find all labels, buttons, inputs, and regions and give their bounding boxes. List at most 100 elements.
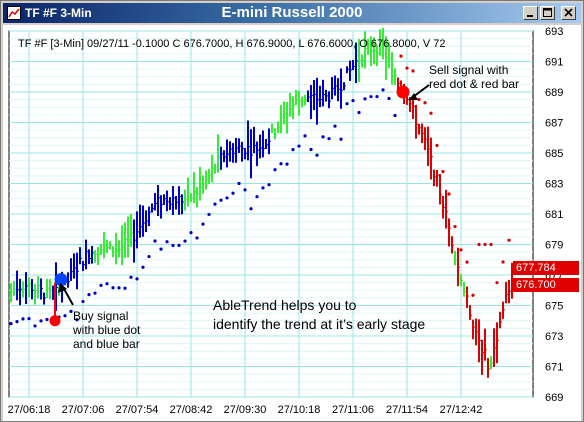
- downtrend-stop-dot: [489, 242, 493, 247]
- y-axis-tick-label: 675: [545, 301, 563, 313]
- uptrend-stop-dot: [381, 88, 385, 92]
- uptrend-stop-dot: [129, 275, 133, 279]
- downtrend-stop-dot: [399, 54, 403, 58]
- y-axis-tick-label: 693: [545, 26, 563, 38]
- downtrend-stop-dot: [429, 111, 433, 115]
- uptrend-stop-dot: [393, 113, 397, 118]
- downtrend-stop-dot: [507, 238, 511, 242]
- uptrend-stop-dot: [255, 195, 259, 199]
- uptrend-stop-dot: [207, 212, 211, 217]
- downtrend-stop-dot: [453, 224, 457, 229]
- uptrend-stop-dot: [339, 137, 343, 141]
- uptrend-stop-dot: [9, 322, 13, 326]
- uptrend-stop-dot: [309, 147, 313, 152]
- uptrend-stop-dot: [213, 202, 217, 206]
- uptrend-stop-dot: [279, 162, 283, 166]
- buy-annotation-line: with blue dot: [73, 323, 141, 337]
- uptrend-stop-dot: [141, 265, 145, 269]
- downtrend-stop-dot: [405, 66, 409, 70]
- x-axis-tick-label: 27/08:42: [170, 404, 213, 416]
- price-label-last: 676.700: [513, 278, 579, 292]
- uptrend-stop-dot: [369, 95, 373, 99]
- uptrend-stop-dot: [267, 183, 271, 187]
- caption-line: identify the trend at it’s early stage: [213, 316, 426, 332]
- sell-signal-annotation: Sell signal with red dot & red bar: [429, 63, 539, 91]
- x-axis-tick-label: 27/07:54: [116, 404, 159, 416]
- uptrend-stop-dot: [111, 286, 115, 290]
- minimize-button[interactable]: [523, 6, 538, 20]
- uptrend-stop-dot: [45, 317, 49, 322]
- caption-line: AbleTrend helps you to: [213, 297, 357, 313]
- uptrend-stop-dot: [123, 286, 127, 290]
- uptrend-stop-dot: [303, 134, 307, 138]
- buy-annotation-line: and blue bar: [73, 337, 140, 351]
- uptrend-stop-dot: [327, 137, 331, 141]
- sell-annotation-line: Sell signal with: [429, 63, 509, 77]
- uptrend-stop-dot: [237, 181, 241, 186]
- y-axis-tick-label: 689: [545, 87, 563, 99]
- uptrend-stop-dot: [183, 239, 187, 243]
- buy-signal-blue-dot: [54, 273, 68, 287]
- sell-arrowhead: [409, 93, 418, 100]
- y-axis-tick-label: 673: [545, 331, 563, 343]
- uptrend-stop-dot: [285, 162, 289, 166]
- uptrend-stop-dot: [387, 96, 391, 101]
- uptrend-stop-dot: [195, 236, 199, 240]
- uptrend-stop-dot: [363, 97, 367, 101]
- minimize-icon: [527, 15, 533, 17]
- sell-arrow: [412, 84, 430, 98]
- downtrend-stop-dot: [477, 242, 481, 247]
- downtrend-stop-dot: [435, 143, 439, 148]
- downtrend-stop-dot: [459, 248, 463, 252]
- close-button[interactable]: [561, 6, 576, 20]
- uptrend-stop-dot: [117, 286, 121, 290]
- uptrend-stop-dot: [135, 277, 139, 281]
- chart-plot-area[interactable]: 693 691 689 687 685 683 681 679 677 675 673 671 669 2…: [3, 25, 581, 421]
- uptrend-stop-dot: [231, 191, 235, 195]
- uptrend-stop-dot: [345, 102, 349, 106]
- uptrend-stop-dot: [375, 95, 379, 99]
- downtrend-stop-dot: [465, 260, 469, 264]
- uptrend-stop-dot: [333, 124, 337, 128]
- uptrend-stop-dot: [315, 153, 319, 157]
- x-axis-tick-label: 27/06:18: [8, 404, 51, 416]
- y-axis-tick-label: 685: [545, 148, 563, 160]
- downtrend-stop-dot: [417, 97, 421, 102]
- uptrend-stop-dot: [291, 147, 295, 152]
- uptrend-stop-dot: [297, 144, 301, 148]
- x-axis-tick-label: 27/10:18: [278, 404, 321, 416]
- uptrend-stop-dot: [21, 317, 25, 321]
- uptrend-stop-dot: [249, 207, 253, 211]
- uptrend-stop-dot: [69, 309, 73, 313]
- y-axis-tick-label: 687: [545, 118, 563, 130]
- x-axis-tick-label: 27/07:06: [62, 404, 105, 416]
- ohlc-info-line: TF #F [3-Min] 09/27/11 -0.1000 C 676.700…: [18, 38, 446, 50]
- ablet-rend-caption: AbleTrend helps you to identify the tren…: [213, 296, 425, 334]
- buy-arrowhead: [58, 283, 67, 293]
- uptrend-stop-dot: [33, 324, 37, 328]
- uptrend-stop-dot: [165, 240, 169, 244]
- uptrend-stop-dot: [159, 247, 163, 251]
- chart-window-icon: [7, 6, 21, 20]
- y-axis-tick-label: 683: [545, 179, 563, 191]
- uptrend-stop-dot: [99, 283, 103, 288]
- uptrend-stop-dot: [357, 110, 361, 115]
- uptrend-stop-dot: [27, 316, 31, 321]
- maximize-button[interactable]: [540, 6, 555, 20]
- sell-signal-red-dot: [396, 85, 410, 99]
- title-bar[interactable]: TF #F 3-Min E-mini Russell 2000: [3, 3, 581, 23]
- downtrend-stop-dot: [447, 192, 451, 196]
- uptrend-stop-dot: [105, 282, 109, 286]
- uptrend-stop-dot: [93, 291, 97, 295]
- buy-signal-annotation: Buy signal with blue dot and blue bar: [73, 309, 163, 351]
- x-axis-tick-label: 27/12:42: [440, 404, 483, 416]
- downtrend-stop-dot: [423, 101, 427, 105]
- y-axis-tick-label: 691: [545, 57, 563, 69]
- uptrend-stop-dot: [273, 168, 277, 172]
- downtrend-stop-dot: [495, 281, 499, 285]
- uptrend-stop-dot: [321, 135, 325, 139]
- buy-annotation-line: Buy signal: [73, 309, 129, 323]
- downtrend-stop-dot: [441, 169, 445, 174]
- uptrend-stop-dot: [189, 230, 193, 235]
